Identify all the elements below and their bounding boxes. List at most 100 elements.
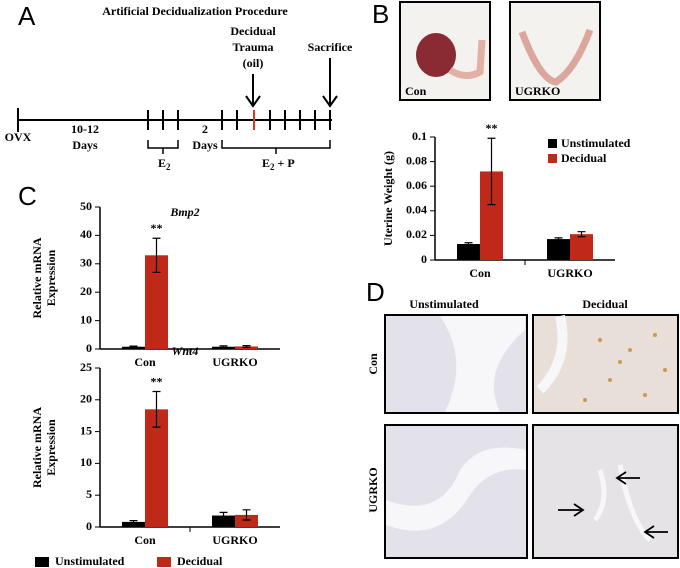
y-tick-label: 0.06 bbox=[406, 178, 427, 192]
error-bar bbox=[577, 231, 586, 238]
error-bar bbox=[152, 390, 161, 428]
hormone-sub: 2 bbox=[166, 162, 171, 172]
y-axis-label: Uterine Weight (g) bbox=[381, 151, 395, 246]
column-header: Unstimulated bbox=[409, 297, 479, 311]
y-tick-label: 0.02 bbox=[406, 227, 427, 241]
bar bbox=[480, 171, 503, 260]
error-bar bbox=[464, 242, 473, 246]
y-tick-label: 25 bbox=[80, 360, 92, 374]
timeline-title: Artificial Decidualization Procedure bbox=[102, 4, 288, 18]
row-header: Con bbox=[366, 353, 380, 375]
error-bar bbox=[242, 509, 251, 521]
photo-label: Con bbox=[405, 84, 427, 98]
error-bar bbox=[152, 237, 161, 273]
bar bbox=[122, 521, 145, 527]
chart-title: Wnt4 bbox=[172, 344, 199, 358]
lumen bbox=[386, 447, 526, 531]
legend-swatch bbox=[548, 154, 557, 163]
error-bar bbox=[129, 520, 138, 524]
error-bar bbox=[219, 345, 228, 349]
y-tick-label: 0.04 bbox=[406, 203, 427, 217]
bar bbox=[212, 515, 235, 527]
bar bbox=[547, 239, 570, 260]
event-label: (oil) bbox=[243, 56, 264, 70]
interval-label: 10-12 bbox=[71, 122, 99, 136]
hormone-label: E2 bbox=[158, 156, 171, 172]
event-label: OVX bbox=[5, 130, 32, 144]
bar bbox=[145, 255, 168, 349]
y-tick-label: 0 bbox=[86, 519, 92, 533]
legend-swatch bbox=[35, 557, 49, 567]
y-tick-label: 0.1 bbox=[412, 129, 427, 143]
bar bbox=[145, 409, 168, 527]
y-tick-label: 50 bbox=[80, 199, 92, 213]
panel-label: D bbox=[366, 277, 385, 307]
y-tick-label: 5 bbox=[86, 487, 92, 501]
significance: ** bbox=[151, 374, 163, 388]
y-axis-label: Relative mRNA bbox=[30, 407, 44, 488]
x-tick-label: UGRKO bbox=[547, 266, 592, 280]
error-bar bbox=[554, 237, 563, 241]
uterus bbox=[416, 33, 456, 77]
hormone-sub: 2 bbox=[270, 162, 275, 172]
interval-label: 2 bbox=[202, 122, 208, 136]
y-tick-label: 20 bbox=[80, 392, 92, 406]
error-bar bbox=[487, 137, 496, 206]
y-tick-label: 40 bbox=[80, 227, 92, 241]
event-label: Sacrifice bbox=[308, 40, 353, 54]
hormone: E bbox=[158, 156, 166, 170]
y-tick-label: 20 bbox=[80, 284, 92, 298]
significance: ** bbox=[486, 121, 498, 135]
arrow bbox=[558, 471, 668, 539]
x-tick-label: Con bbox=[134, 355, 156, 369]
y-tick-label: 0 bbox=[86, 341, 92, 355]
legend-label: Decidual bbox=[561, 151, 607, 165]
bar bbox=[235, 514, 258, 527]
interval-label: Days bbox=[72, 138, 98, 152]
hormone: + P bbox=[275, 156, 295, 170]
x-tick-label: UGRKO bbox=[212, 533, 257, 547]
y-tick-label: 15 bbox=[80, 423, 92, 437]
y-tick-label: 30 bbox=[80, 256, 92, 270]
x-tick-label: Con bbox=[469, 266, 491, 280]
error-bar bbox=[242, 344, 251, 348]
hormone-label: E2 + P bbox=[262, 156, 295, 172]
y-tick-label: 10 bbox=[80, 312, 92, 326]
y-axis-label: Expression bbox=[44, 249, 58, 306]
legend-swatch bbox=[157, 557, 171, 567]
y-axis-label: Relative mRNA bbox=[30, 237, 44, 318]
y-tick-label: 10 bbox=[80, 455, 92, 469]
legend-label: Decidual bbox=[177, 554, 223, 568]
row-header: UGRKO bbox=[366, 467, 380, 512]
event-label: Trauma bbox=[232, 40, 273, 54]
panel-label: A bbox=[18, 1, 36, 31]
column-header: Decidual bbox=[582, 297, 628, 311]
stain bbox=[583, 333, 667, 402]
interval-label: Days bbox=[192, 138, 218, 152]
bar bbox=[570, 234, 593, 260]
hormone: E bbox=[262, 156, 270, 170]
significance: ** bbox=[151, 221, 163, 235]
error-bar bbox=[129, 345, 138, 348]
x-tick-label: UGRKO bbox=[212, 355, 257, 369]
legend-swatch bbox=[548, 139, 557, 148]
y-tick-label: 0.08 bbox=[406, 153, 427, 167]
y-tick-label: 0 bbox=[421, 252, 427, 266]
lumen bbox=[440, 316, 525, 412]
panel-label: B bbox=[372, 0, 389, 29]
chart-title: Bmp2 bbox=[169, 205, 199, 219]
panel-label: C bbox=[18, 181, 37, 211]
legend-label: Unstimulated bbox=[55, 554, 125, 568]
y-axis-label: Expression bbox=[44, 419, 58, 476]
lumen bbox=[536, 314, 568, 394]
legend-label: Unstimulated bbox=[561, 136, 631, 150]
bar bbox=[457, 244, 480, 260]
uterus bbox=[448, 39, 486, 79]
photo-label: UGRKO bbox=[515, 84, 560, 98]
uterus bbox=[518, 28, 594, 86]
timeline bbox=[17, 58, 338, 154]
error-bar bbox=[219, 511, 228, 520]
x-tick-label: Con bbox=[134, 533, 156, 547]
event-label: Decidual bbox=[230, 24, 276, 38]
